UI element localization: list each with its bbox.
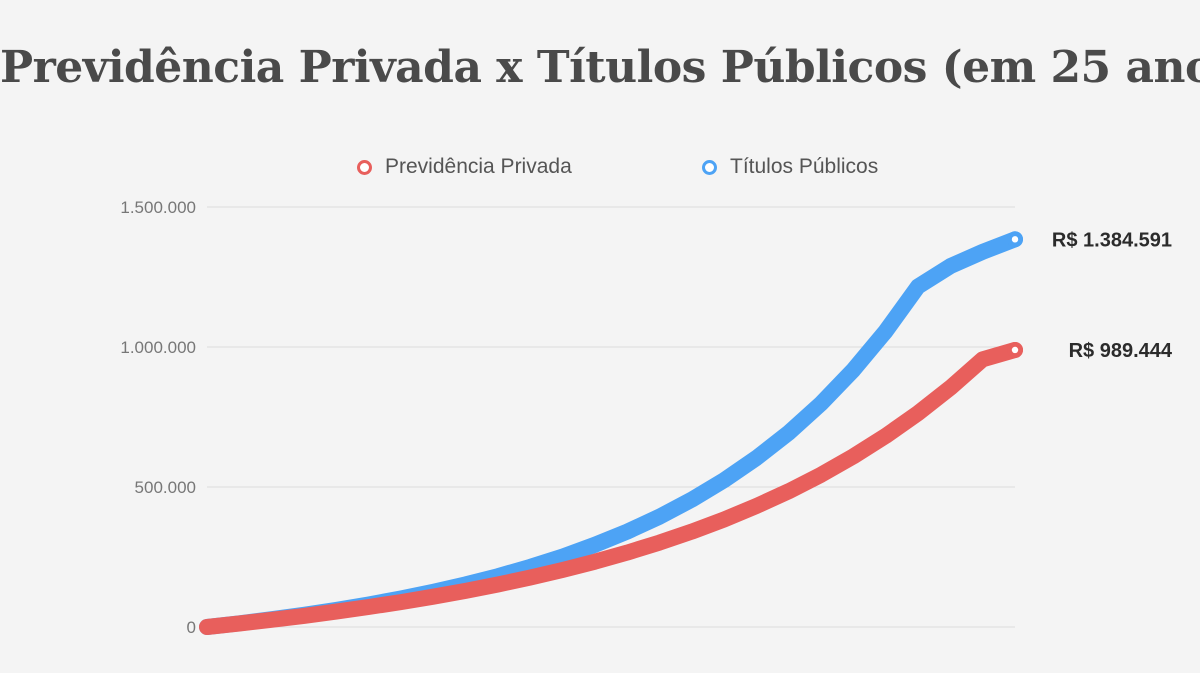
legend-label-titulos: Títulos Públicos [730,155,879,178]
legend-item-titulos[interactable]: Títulos Públicos [702,155,878,179]
y-tick-label-3: 1.500.000 [120,198,196,217]
end-label-1: R$ 1.384.591 [1052,229,1172,251]
y-tick-label-2: 1.000.000 [120,338,196,357]
y-tick-label-1: 500.000 [135,478,196,497]
series-line-0 [199,342,1023,635]
legend-item-previdencia[interactable]: Previdência Privada [357,155,572,179]
end-marker-dot-0 [1011,346,1019,354]
chart-title: Previdência Privada x Títulos Públicos (… [0,42,1200,93]
chart-legend: Previdência Privada Títulos Públicos [0,155,1200,185]
end-marker-dot-1 [1011,236,1019,243]
legend-marker-titulos [702,159,717,175]
y-tick-label-0: 0 [187,618,196,637]
legend-marker-previdencia [357,159,372,175]
end-label-0: R$ 989.444 [1069,340,1173,362]
legend-label-previdencia: Previdência Privada [385,155,572,178]
